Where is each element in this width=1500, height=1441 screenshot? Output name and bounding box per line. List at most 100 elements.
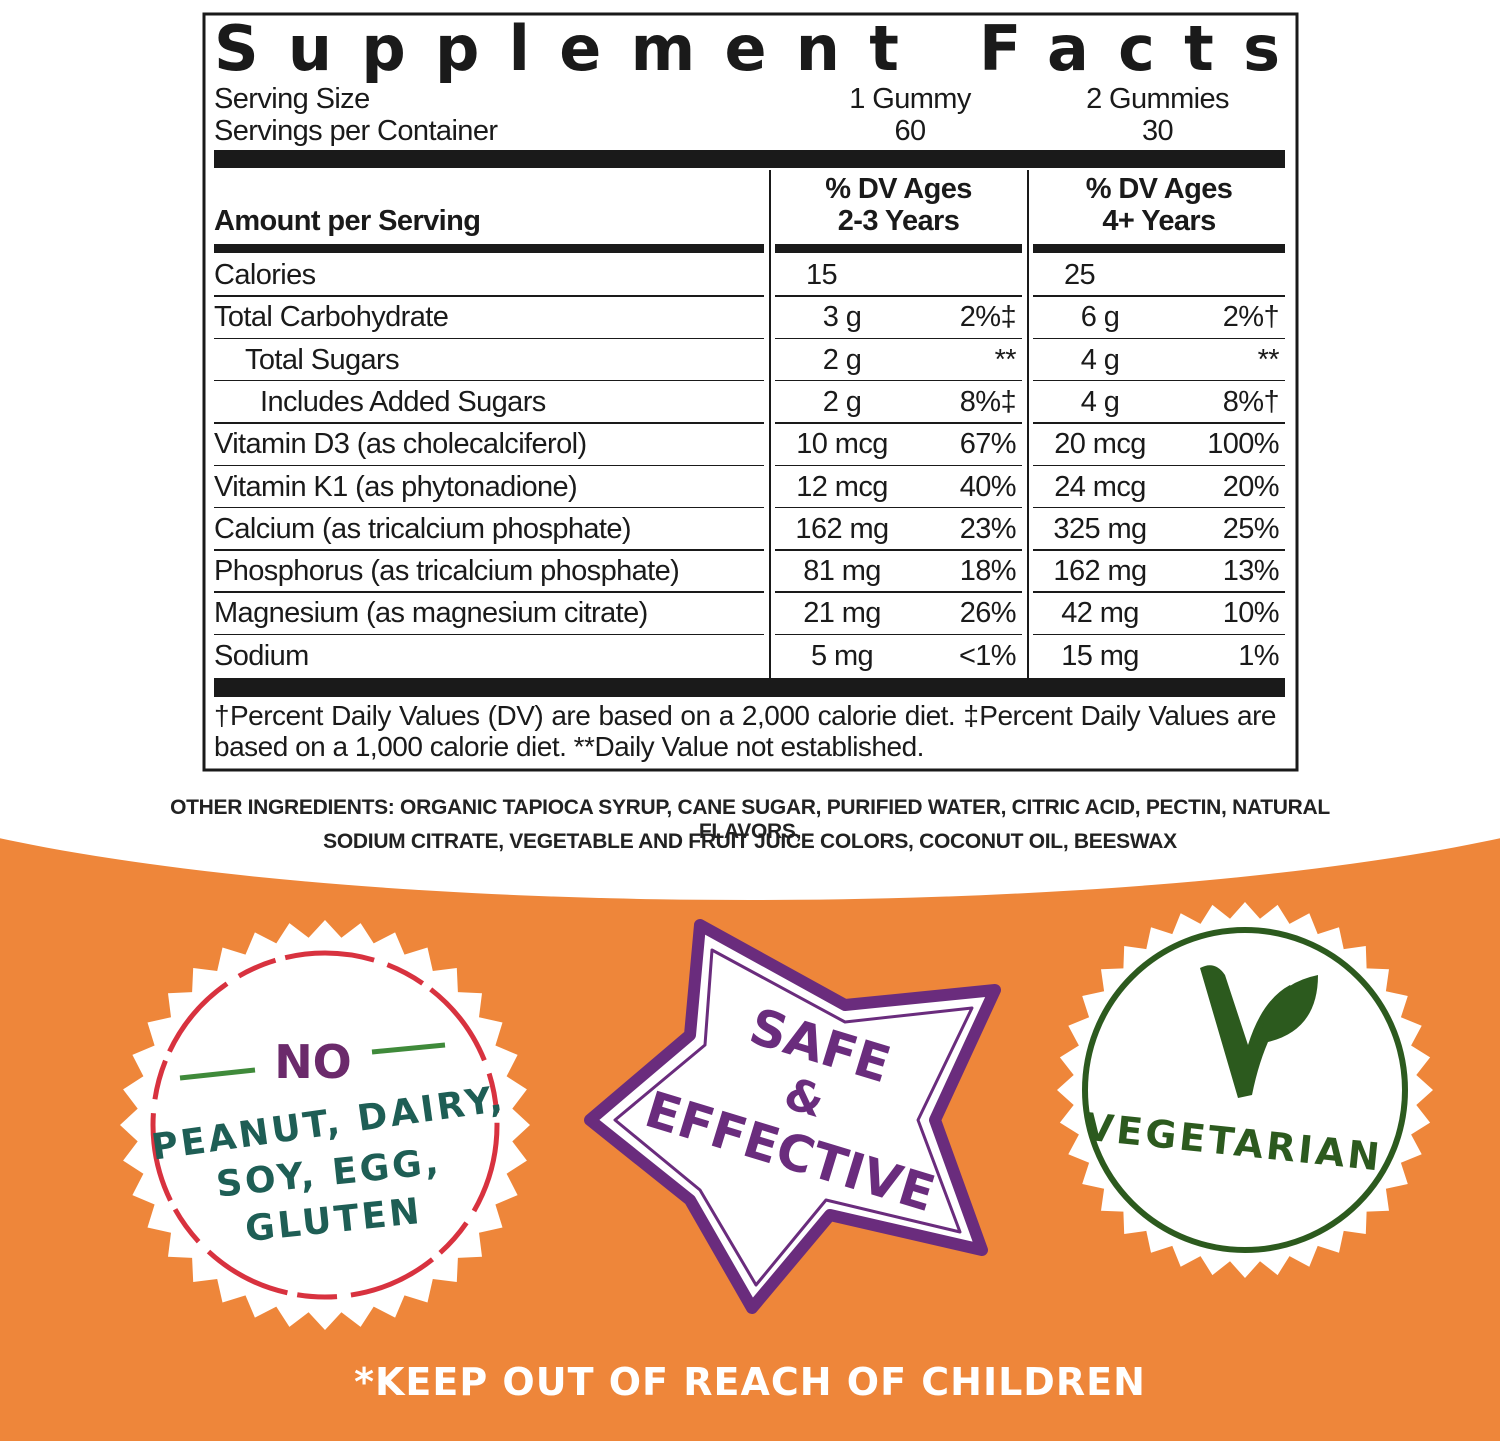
daily-value: 8%† [1222,385,1280,418]
daily-value: 67% [959,428,1017,461]
nutrient: Vitamin D3 (as cholecalciferol) [214,428,587,461]
serving-label: Serving Size [214,83,370,115]
rule [214,591,764,593]
rule [214,337,764,340]
bar [1033,244,1285,253]
amount: 3 g [822,301,862,334]
daily-value: 8%‡ [959,385,1017,418]
daily-value: ** [1257,343,1280,376]
amount: 81 mg [803,555,881,588]
column-head: % DV Ages [825,173,972,205]
leaf-icon [1262,975,1318,1042]
nutrient: Phosphorus (as tricalcium phosphate) [214,555,680,588]
bar [214,244,764,253]
daily-value: 18% [959,555,1017,588]
rule [1033,633,1285,636]
amount: 21 mg [803,597,881,630]
amount: 42 mg [1061,597,1139,630]
column-head: 2-3 Years [837,205,960,237]
daily-value: 40% [959,470,1017,503]
daily-value: ** [994,343,1017,376]
dash [371,1042,446,1055]
amount: 24 mcg [1054,470,1146,503]
amount: 5 mg [810,639,874,672]
title-layer: Supplement Facts [214,12,1280,85]
amount: 20 mcg [1054,428,1146,461]
rule [775,379,1022,382]
rule [1033,422,1285,424]
nutrient: Total Sugars [245,343,400,376]
footnote: †Percent Daily Values (DV) are based on … [214,700,1277,762]
col-divider [1027,170,1029,678]
v-icon [1200,965,1298,1098]
bar [214,150,1285,168]
rule [1033,549,1285,551]
amount: 162 mg [1053,555,1147,588]
amount: 4 g [1080,343,1120,376]
bar [775,244,1022,253]
daily-value: 1% [1238,639,1279,672]
nutrient: Sodium [214,639,309,672]
daily-value: 25% [1222,512,1280,545]
rule [775,422,1022,424]
rule [775,549,1022,551]
daily-value: 2%† [1222,301,1280,334]
rule [1033,506,1285,509]
amount: 10 mcg [796,428,888,461]
rule [214,464,764,466]
rule [775,295,1022,297]
rule [1033,337,1285,340]
daily-value: 20% [1222,470,1280,503]
facts-title: Supplement Facts [214,12,1280,85]
allergen-ring [150,950,500,1300]
diet-ring [1082,927,1408,1253]
ingredients: OTHER INGREDIENTS: ORGANIC TAPIOCA SYRUP… [170,796,1330,843]
amount: 12 mcg [796,470,888,503]
rule [214,549,764,551]
amount: 325 mg [1053,512,1147,545]
rule [775,464,1022,466]
rule [1033,295,1285,297]
rule [1033,464,1285,466]
rule [1033,591,1285,593]
rule [214,379,764,382]
daily-value: 26% [959,597,1017,630]
nutrient: Total Carbohydrate [214,301,449,334]
rule [214,506,764,509]
serving-value: 60 [894,115,926,147]
rule [214,295,764,297]
facts-box [202,12,1299,772]
nutrient: Magnesium (as magnesium citrate) [214,597,648,630]
nutrient: Vitamin K1 (as phytonadione) [214,470,578,503]
amount: 162 mg [795,512,889,545]
rule [775,633,1022,636]
dash [179,1067,256,1081]
nutrient: Calories [214,259,316,291]
allergen-no: NO [274,1035,352,1089]
serving-value: 2 Gummies [1086,83,1229,115]
nutrient: Calcium (as tricalcium phosphate) [214,512,632,545]
allergen-seal [120,920,530,1330]
bar [214,678,1285,697]
nutrient: Includes Added Sugars [260,385,546,418]
daily-value: 2%‡ [959,301,1017,334]
serving-value: 30 [1141,115,1174,147]
col-divider [769,170,771,678]
safety-star [584,919,1001,1314]
amount: 2 g [822,343,862,376]
amount: 15 mg [1061,639,1139,672]
rule [775,591,1022,593]
column-head: 4+ Years [1102,205,1216,237]
amount: 6 g [1080,301,1120,334]
safety-star-inner [613,948,974,1287]
daily-value: 23% [959,512,1017,545]
serving-value: 1 Gummy [849,83,971,115]
warning: *KEEP OUT OF REACH OF CHILDREN [354,1360,1146,1404]
column-label: Amount per Serving [214,205,481,237]
serving-label: Servings per Container [214,115,498,147]
amount: 4 g [1080,385,1120,418]
amount: 15 [805,259,838,291]
rule [214,633,764,636]
